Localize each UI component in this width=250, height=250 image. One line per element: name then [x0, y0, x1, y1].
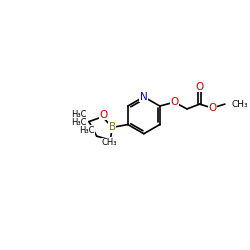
Text: CH₃: CH₃ — [232, 100, 248, 108]
Text: CH₃: CH₃ — [102, 138, 117, 147]
Text: H₃C: H₃C — [72, 110, 87, 119]
Text: H₃C: H₃C — [72, 118, 87, 127]
Text: O: O — [196, 82, 204, 92]
Text: N: N — [140, 92, 148, 102]
Text: B: B — [109, 122, 116, 132]
Text: O: O — [170, 97, 178, 107]
Text: O: O — [208, 103, 216, 113]
Text: H₃C: H₃C — [79, 126, 95, 135]
Text: O: O — [108, 138, 116, 148]
Text: O: O — [100, 110, 108, 120]
